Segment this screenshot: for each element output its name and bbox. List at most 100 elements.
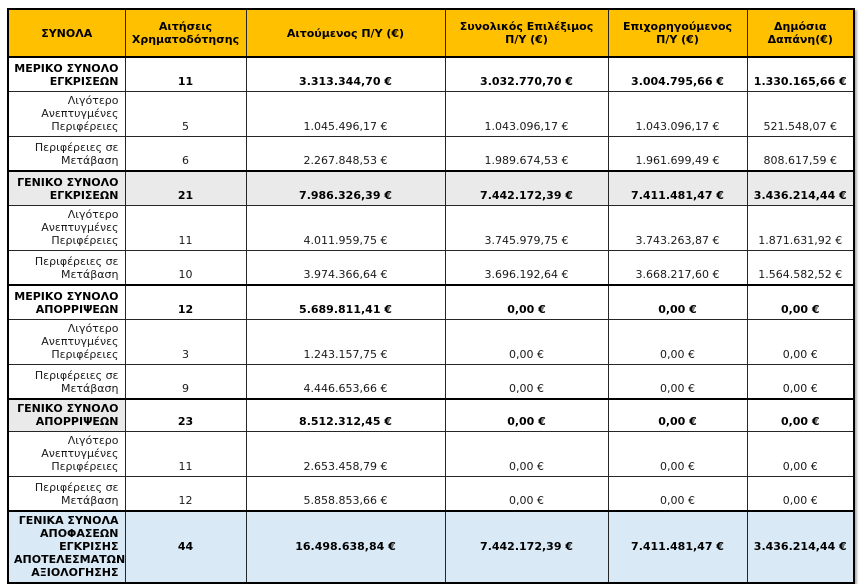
table-row: Περιφέρειες σε Μετάβαση 12 5.858.853,66 … [7, 476, 855, 512]
row-label-cell: ΓΕΝΙΚΟ ΣΥΝΟΛΟ ΑΠΟΡΡΙΨΕΩΝ [7, 398, 126, 432]
applications-count-cell: 23 [124, 398, 247, 432]
applications-count-cell: 11 [124, 205, 247, 251]
total-eligible-budget-cell: 0,00 € [444, 431, 609, 477]
results-table-container: ΣΥΝΟΛΑ Αιτήσεις Χρηματοδότησης Αιτούμενο… [7, 8, 855, 584]
applications-count-cell: 3 [124, 319, 247, 365]
requested-budget-cell: 5.689.811,41 € [245, 284, 446, 320]
subsidized-budget-cell: 7.411.481,47 € [607, 510, 748, 584]
total-eligible-budget-cell: 0,00 € [444, 476, 609, 512]
row-label-cell: Λιγότερο Ανεπτυγμένες Περιφέρειες [7, 205, 126, 251]
subsidized-budget-cell: 3.668.217,60 € [607, 250, 748, 286]
table-row: ΓΕΝΙΚΑ ΣΥΝΟΛΑ ΑΠΟΦΑΣΕΩΝ ΕΓΚΡΙΣΗΣ ΑΠΟΤΕΛΕ… [7, 510, 855, 584]
total-eligible-budget-cell: 3.745.979,75 € [444, 205, 609, 251]
public-expenditure-cell: 0,00 € [746, 319, 855, 365]
table-header: ΣΥΝΟΛΑ Αιτήσεις Χρηματοδότησης Αιτούμενο… [7, 8, 855, 58]
requested-budget-cell: 8.512.312,45 € [245, 398, 446, 432]
table-row: ΜΕΡΙΚΟ ΣΥΝΟΛΟ ΑΠΟΡΡΙΨΕΩΝ 12 5.689.811,41… [7, 284, 855, 320]
subsidized-budget-cell: 3.004.795,66 € [607, 56, 748, 92]
row-label-cell: Λιγότερο Ανεπτυγμένες Περιφέρειες [7, 431, 126, 477]
total-eligible-budget-cell: 3.032.770,70 € [444, 56, 609, 92]
total-eligible-budget-cell: 0,00 € [444, 398, 609, 432]
applications-count-cell: 12 [124, 284, 247, 320]
subsidized-budget-cell: 0,00 € [607, 284, 748, 320]
table-row: Λιγότερο Ανεπτυγμένες Περιφέρειες 5 1.04… [7, 91, 855, 137]
subsidized-budget-cell: 0,00 € [607, 476, 748, 512]
row-label-cell: Λιγότερο Ανεπτυγμένες Περιφέρειες [7, 319, 126, 365]
applications-count-cell: 10 [124, 250, 247, 286]
requested-budget-cell: 4.446.653,66 € [245, 364, 446, 400]
row-label-cell: Περιφέρειες σε Μετάβαση [7, 136, 126, 172]
requested-budget-cell: 7.986.326,39 € [245, 170, 446, 206]
row-label-cell: Περιφέρειες σε Μετάβαση [7, 476, 126, 512]
row-label-cell: ΓΕΝΙΚΟ ΣΥΝΟΛΟ ΕΓΚΡΙΣΕΩΝ [7, 170, 126, 206]
subsidized-budget-cell: 1.043.096,17 € [607, 91, 748, 137]
header-total-eligible-budget: Συνολικός Επιλέξιμος Π/Υ (€) [444, 8, 609, 58]
requested-budget-cell: 2.653.458,79 € [245, 431, 446, 477]
subsidized-budget-cell: 0,00 € [607, 364, 748, 400]
requested-budget-cell: 3.974.366,64 € [245, 250, 446, 286]
requested-budget-cell: 2.267.848,53 € [245, 136, 446, 172]
subsidized-budget-cell: 0,00 € [607, 431, 748, 477]
total-eligible-budget-cell: 0,00 € [444, 284, 609, 320]
row-label-cell: ΜΕΡΙΚΟ ΣΥΝΟΛΟ ΑΠΟΡΡΙΨΕΩΝ [7, 284, 126, 320]
requested-budget-cell: 3.313.344,70 € [245, 56, 446, 92]
requested-budget-cell: 16.498.638,84 € [245, 510, 446, 584]
requested-budget-cell: 4.011.959,75 € [245, 205, 446, 251]
header-totals: ΣΥΝΟΛΑ [7, 8, 126, 58]
table-row: Λιγότερο Ανεπτυγμένες Περιφέρειες 11 2.6… [7, 431, 855, 477]
subsidized-budget-cell: 0,00 € [607, 319, 748, 365]
header-requested-budget: Αιτούμενος Π/Υ (€) [245, 8, 446, 58]
table-row: Περιφέρειες σε Μετάβαση 6 2.267.848,53 €… [7, 136, 855, 172]
public-expenditure-cell: 0,00 € [746, 364, 855, 400]
header-public-expenditure: Δημόσια Δαπάνη(€) [746, 8, 855, 58]
total-eligible-budget-cell: 1.043.096,17 € [444, 91, 609, 137]
subsidized-budget-cell: 3.743.263,87 € [607, 205, 748, 251]
applications-count-cell: 44 [124, 510, 247, 584]
public-expenditure-cell: 3.436.214,44 € [746, 170, 855, 206]
public-expenditure-cell: 0,00 € [746, 476, 855, 512]
table-row: Λιγότερο Ανεπτυγμένες Περιφέρειες 3 1.24… [7, 319, 855, 365]
public-expenditure-cell: 0,00 € [746, 284, 855, 320]
applications-count-cell: 11 [124, 56, 247, 92]
requested-budget-cell: 1.045.496,17 € [245, 91, 446, 137]
total-eligible-budget-cell: 0,00 € [444, 364, 609, 400]
public-expenditure-cell: 3.436.214,44 € [746, 510, 855, 584]
applications-count-cell: 5 [124, 91, 247, 137]
row-label-cell: Περιφέρειες σε Μετάβαση [7, 364, 126, 400]
requested-budget-cell: 5.858.853,66 € [245, 476, 446, 512]
public-expenditure-cell: 1.871.631,92 € [746, 205, 855, 251]
funding-results-table: ΣΥΝΟΛΑ Αιτήσεις Χρηματοδότησης Αιτούμενο… [7, 8, 855, 584]
total-eligible-budget-cell: 3.696.192,64 € [444, 250, 609, 286]
applications-count-cell: 12 [124, 476, 247, 512]
table-row: Περιφέρειες σε Μετάβαση 10 3.974.366,64 … [7, 250, 855, 286]
requested-budget-cell: 1.243.157,75 € [245, 319, 446, 365]
total-eligible-budget-cell: 0,00 € [444, 319, 609, 365]
header-row: ΣΥΝΟΛΑ Αιτήσεις Χρηματοδότησης Αιτούμενο… [7, 8, 855, 58]
public-expenditure-cell: 0,00 € [746, 431, 855, 477]
table-row: ΓΕΝΙΚΟ ΣΥΝΟΛΟ ΑΠΟΡΡΙΨΕΩΝ 23 8.512.312,45… [7, 398, 855, 432]
row-label-cell: Περιφέρειες σε Μετάβαση [7, 250, 126, 286]
row-label-cell: Λιγότερο Ανεπτυγμένες Περιφέρειες [7, 91, 126, 137]
table-row: Λιγότερο Ανεπτυγμένες Περιφέρειες 11 4.0… [7, 205, 855, 251]
public-expenditure-cell: 0,00 € [746, 398, 855, 432]
applications-count-cell: 21 [124, 170, 247, 206]
subsidized-budget-cell: 1.961.699,49 € [607, 136, 748, 172]
public-expenditure-cell: 521.548,07 € [746, 91, 855, 137]
total-eligible-budget-cell: 7.442.172,39 € [444, 510, 609, 584]
total-eligible-budget-cell: 1.989.674,53 € [444, 136, 609, 172]
subsidized-budget-cell: 7.411.481,47 € [607, 170, 748, 206]
total-eligible-budget-cell: 7.442.172,39 € [444, 170, 609, 206]
subsidized-budget-cell: 0,00 € [607, 398, 748, 432]
public-expenditure-cell: 1.330.165,66 € [746, 56, 855, 92]
table-row: Περιφέρειες σε Μετάβαση 9 4.446.653,66 €… [7, 364, 855, 400]
header-subsidized-budget: Επιχορηγούμενος Π/Υ (€) [607, 8, 748, 58]
row-label-cell: ΜΕΡΙΚΟ ΣΥΝΟΛΟ ΕΓΚΡΙΣΕΩΝ [7, 56, 126, 92]
header-funding-applications: Αιτήσεις Χρηματοδότησης [124, 8, 247, 58]
table-row: ΜΕΡΙΚΟ ΣΥΝΟΛΟ ΕΓΚΡΙΣΕΩΝ 11 3.313.344,70 … [7, 56, 855, 92]
applications-count-cell: 11 [124, 431, 247, 477]
applications-count-cell: 6 [124, 136, 247, 172]
row-label-cell: ΓΕΝΙΚΑ ΣΥΝΟΛΑ ΑΠΟΦΑΣΕΩΝ ΕΓΚΡΙΣΗΣ ΑΠΟΤΕΛΕ… [7, 510, 126, 584]
applications-count-cell: 9 [124, 364, 247, 400]
table-row: ΓΕΝΙΚΟ ΣΥΝΟΛΟ ΕΓΚΡΙΣΕΩΝ 21 7.986.326,39 … [7, 170, 855, 206]
public-expenditure-cell: 808.617,59 € [746, 136, 855, 172]
